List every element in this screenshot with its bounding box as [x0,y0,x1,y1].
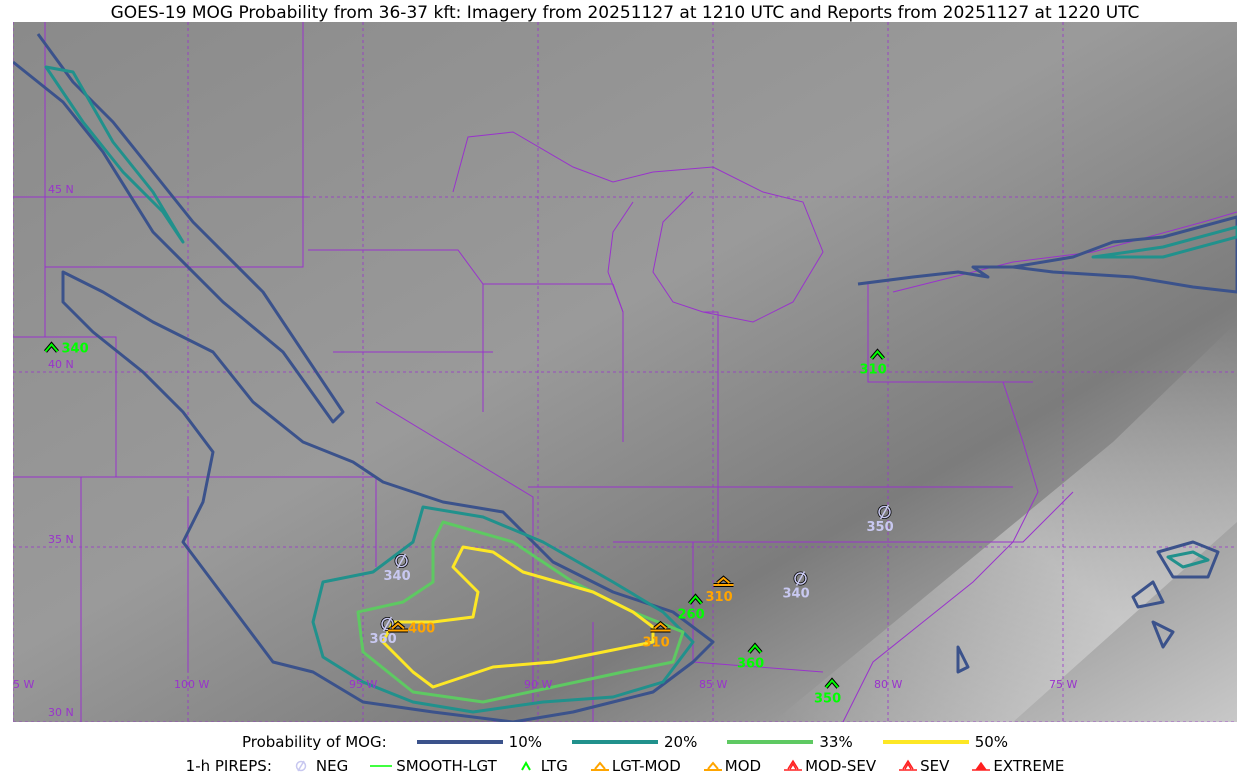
pirep-legend-item: LGT-MOD [590,757,681,775]
flight-level-label: 350 [814,692,841,707]
cloud-band [773,322,1237,722]
smooth-lgt-icon [370,765,393,767]
pirep-ltg[interactable]: 360 [737,642,764,672]
pirep-ltg[interactable]: 310 [860,348,887,378]
flight-level-label: 260 [678,608,705,623]
prob-label: 33% [819,733,853,751]
pirep-legend-label: MOD-SEV [805,757,877,775]
contour-50pct [381,545,655,689]
ltg-icon [520,760,531,771]
pirep-neg[interactable]: 360 [370,616,397,647]
contour-10pct [857,215,1237,294]
probability-legend-title: Probability of MOG: [241,733,387,751]
prob-swatch [416,740,503,744]
pirep-legend-label: EXTREME [993,757,1065,775]
flight-level-label: 360 [370,632,397,647]
sev-icon [899,759,918,771]
pirep-legend-label: NEG [315,757,349,775]
extreme-icon [972,761,991,771]
contour-20pct [1166,550,1210,569]
pirep-legend: 1-h PIREPS: NEG SMOOTH-LGT LTG LGT-MOD MOD MO… [0,757,1250,775]
pirep-legend-item: NEG [294,757,348,775]
flight-level-label: 360 [737,657,764,672]
pirep-lgt-mod[interactable]: 400 [388,620,435,637]
lgt-mod-icon [590,761,609,771]
grid-labels: 105 W 100 W 95 W 90 W 85 W 80 W 75 W 45 N 40 N 35… [13,183,1077,719]
mod-sev-icon [784,759,803,771]
flight-level-label: 350 [867,520,894,535]
prob-label: 50% [974,733,1009,751]
flight-level-label: 400 [408,622,435,637]
flight-level-label: 310 [860,363,887,378]
prob-swatch [727,740,814,744]
lon-label: 90 W [524,678,552,691]
pirep-legend-item: MOD [703,757,761,775]
flight-level-label: 310 [643,636,670,651]
contour-20pct [1091,225,1237,259]
contour-20pct [311,505,695,714]
pirep-neg[interactable]: 340 [384,553,411,584]
contour-10pct [956,540,1220,674]
pirep-legend-label: MOD [724,757,762,775]
pirep-ltg[interactable]: 340 [43,341,89,357]
pirep-legend-item: SEV [898,757,949,775]
pirep-ltg[interactable]: 260 [678,593,705,623]
pirep-lgt-mod[interactable]: 310 [643,620,671,651]
flight-level-label: 340 [384,569,411,584]
lon-label: 75 W [1049,678,1077,691]
pirep-legend-label: LTG [540,757,568,775]
contour-10pct [13,33,345,424]
prob-swatch [882,740,969,744]
flight-level-label: 340 [783,587,810,602]
probability-legend: Probability of MOG: 10% 20% 33% 50% [0,733,1250,751]
lon-label: 95 W [349,678,377,691]
contour-10pct [61,270,715,722]
lon-label: 80 W [874,678,902,691]
pirep-legend-label: SEV [920,757,950,775]
lat-label: 35 N [48,533,74,546]
lon-label: 105 W [13,678,34,691]
pirep-neg[interactable]: 350 [867,504,894,535]
lat-label: 40 N [48,358,74,371]
pirep-neg[interactable]: 340 [783,571,810,602]
mod-icon [703,761,722,771]
lat-label: 30 N [48,706,74,719]
pirep-legend-item: LTG [519,757,568,775]
lon-label: 85 W [699,678,727,691]
pirep-legend-item: MOD-SEV [783,757,876,775]
pirep-legend-item: EXTREME [971,757,1064,775]
lat-lon-grid [13,22,1237,722]
contour-20pct [44,65,185,244]
mog-contours [13,33,1237,722]
pirep-legend-item: SMOOTH-LGT [370,757,497,775]
lon-label: 100 W [174,678,209,691]
prob-swatch [572,740,659,744]
pirep-ltg[interactable]: 350 [814,677,841,707]
flight-level-label: 340 [62,342,89,357]
pirep-legend-title: 1-h PIREPS: [185,757,272,775]
map-title: GOES-19 MOG Probability from 36-37 kft: … [110,3,1140,23]
flight-level-label: 310 [706,590,733,605]
pirep-lgt-mod[interactable]: 310 [706,575,734,605]
lat-label: 45 N [48,183,74,196]
prob-label: 10% [508,733,543,751]
pirep-legend-label: SMOOTH-LGT [396,757,497,775]
pirep-legend-label: LGT-MOD [611,757,681,775]
prob-label: 20% [664,733,698,751]
neg-icon [295,760,307,772]
